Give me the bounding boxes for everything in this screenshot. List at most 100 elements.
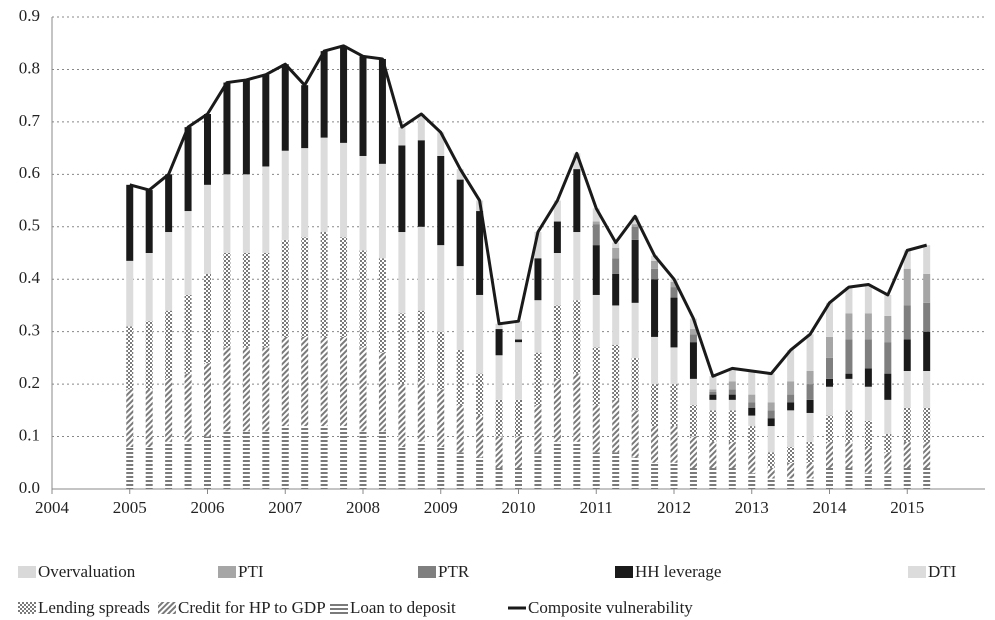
bar-segment (903, 371, 911, 408)
bar-segment (281, 239, 289, 337)
bar-segment (417, 441, 425, 489)
bar-segment (806, 384, 814, 400)
bar-segment (864, 368, 872, 387)
x-tick-label: 2012 (657, 498, 691, 517)
bar-segment (767, 373, 775, 403)
bar-segment (767, 452, 775, 469)
bar-segment (242, 347, 250, 432)
bar-segment (884, 433, 892, 453)
bar-segment (165, 232, 173, 311)
bar-segment (534, 352, 542, 406)
bar-segment (165, 174, 173, 233)
bar-segment (456, 405, 464, 453)
bar-segment (359, 56, 367, 156)
bar-segment (262, 347, 270, 432)
bar-segment (398, 447, 406, 489)
bar-segment (689, 378, 697, 406)
bar-segment (670, 297, 678, 348)
bar-segment (223, 253, 231, 348)
legend-swatch (218, 566, 236, 578)
bar-segment (534, 232, 542, 259)
bar-segment (806, 399, 814, 413)
bar-segment (126, 447, 134, 489)
bar-segment (806, 334, 814, 371)
bar-segment (651, 426, 659, 463)
bar-segment (923, 441, 931, 469)
bar-segment (903, 441, 911, 469)
bar-segment (165, 441, 173, 489)
bar-segment (787, 350, 795, 382)
bar-segment (787, 381, 795, 395)
bar-segment (592, 224, 600, 246)
bar-segment (689, 342, 697, 379)
bar-segment (923, 371, 931, 408)
bar-segment (553, 378, 561, 442)
bar-segment (651, 255, 659, 261)
bar-segment (553, 253, 561, 306)
bar-segment (320, 426, 328, 489)
legend-label: DTI (928, 562, 957, 581)
bar-segment (709, 399, 717, 411)
bar-segment (437, 389, 445, 448)
bar-segment (845, 313, 853, 340)
bar-segment (476, 415, 484, 458)
legend-label: HH leverage (635, 562, 721, 581)
bar-segment (806, 478, 814, 489)
bar-segment (592, 221, 600, 225)
bar-segment (670, 462, 678, 489)
bar-segment (826, 302, 833, 337)
x-tick-label: 2008 (346, 498, 380, 517)
y-tick-label: 0.3 (19, 321, 40, 340)
bar-segment (378, 352, 386, 432)
bar-segment (631, 457, 639, 489)
bar-segment (923, 407, 931, 442)
bar-segment (262, 166, 270, 253)
x-tick-label: 2005 (113, 498, 147, 517)
bar-segment (612, 452, 620, 489)
bar-segment (689, 405, 697, 437)
bar-segment (826, 441, 833, 469)
bar-segment (592, 245, 600, 295)
bar-segment (126, 389, 134, 448)
bar-segment (651, 279, 659, 337)
bar-segment (923, 331, 931, 371)
bar-segment (281, 336, 289, 427)
y-tick-label: 0.2 (19, 373, 40, 392)
y-tick-label: 0.6 (19, 163, 40, 182)
bar-segment (787, 402, 795, 411)
legend-swatch (615, 566, 633, 578)
bar-segment (340, 426, 348, 489)
bar-segment (417, 114, 425, 141)
bar-segment (903, 339, 911, 371)
bar-segment (204, 436, 211, 489)
bar-segment (923, 468, 931, 489)
bar-segment (184, 294, 192, 374)
bar-segment (553, 221, 561, 253)
bar-segment (359, 347, 367, 432)
bar-segment (728, 410, 736, 442)
legend-label: Credit for HP to GDP (178, 598, 326, 617)
bar-segment (670, 281, 678, 288)
bar-segment (670, 287, 678, 298)
bar-segment (806, 441, 814, 463)
bar-segment (145, 253, 153, 322)
bar-segment (204, 184, 211, 274)
bar-segment (534, 405, 542, 453)
bar-segment (651, 336, 659, 385)
legend-swatch (18, 602, 36, 614)
bar-segment (631, 410, 639, 458)
bar-segment (534, 452, 542, 489)
bar-segment (495, 468, 503, 489)
bar-segment (242, 431, 250, 489)
bar-segment (884, 294, 892, 316)
bar-segment (515, 321, 522, 340)
bar-segment (573, 441, 581, 489)
y-tick-label: 0.1 (19, 425, 40, 444)
bar-segment (631, 357, 639, 411)
x-tick-label: 2013 (735, 498, 769, 517)
bar-segment (398, 127, 406, 146)
bar-segment (923, 273, 931, 303)
bar-segment (689, 318, 697, 330)
bar-segment (145, 321, 153, 390)
bar-segment (573, 300, 581, 374)
